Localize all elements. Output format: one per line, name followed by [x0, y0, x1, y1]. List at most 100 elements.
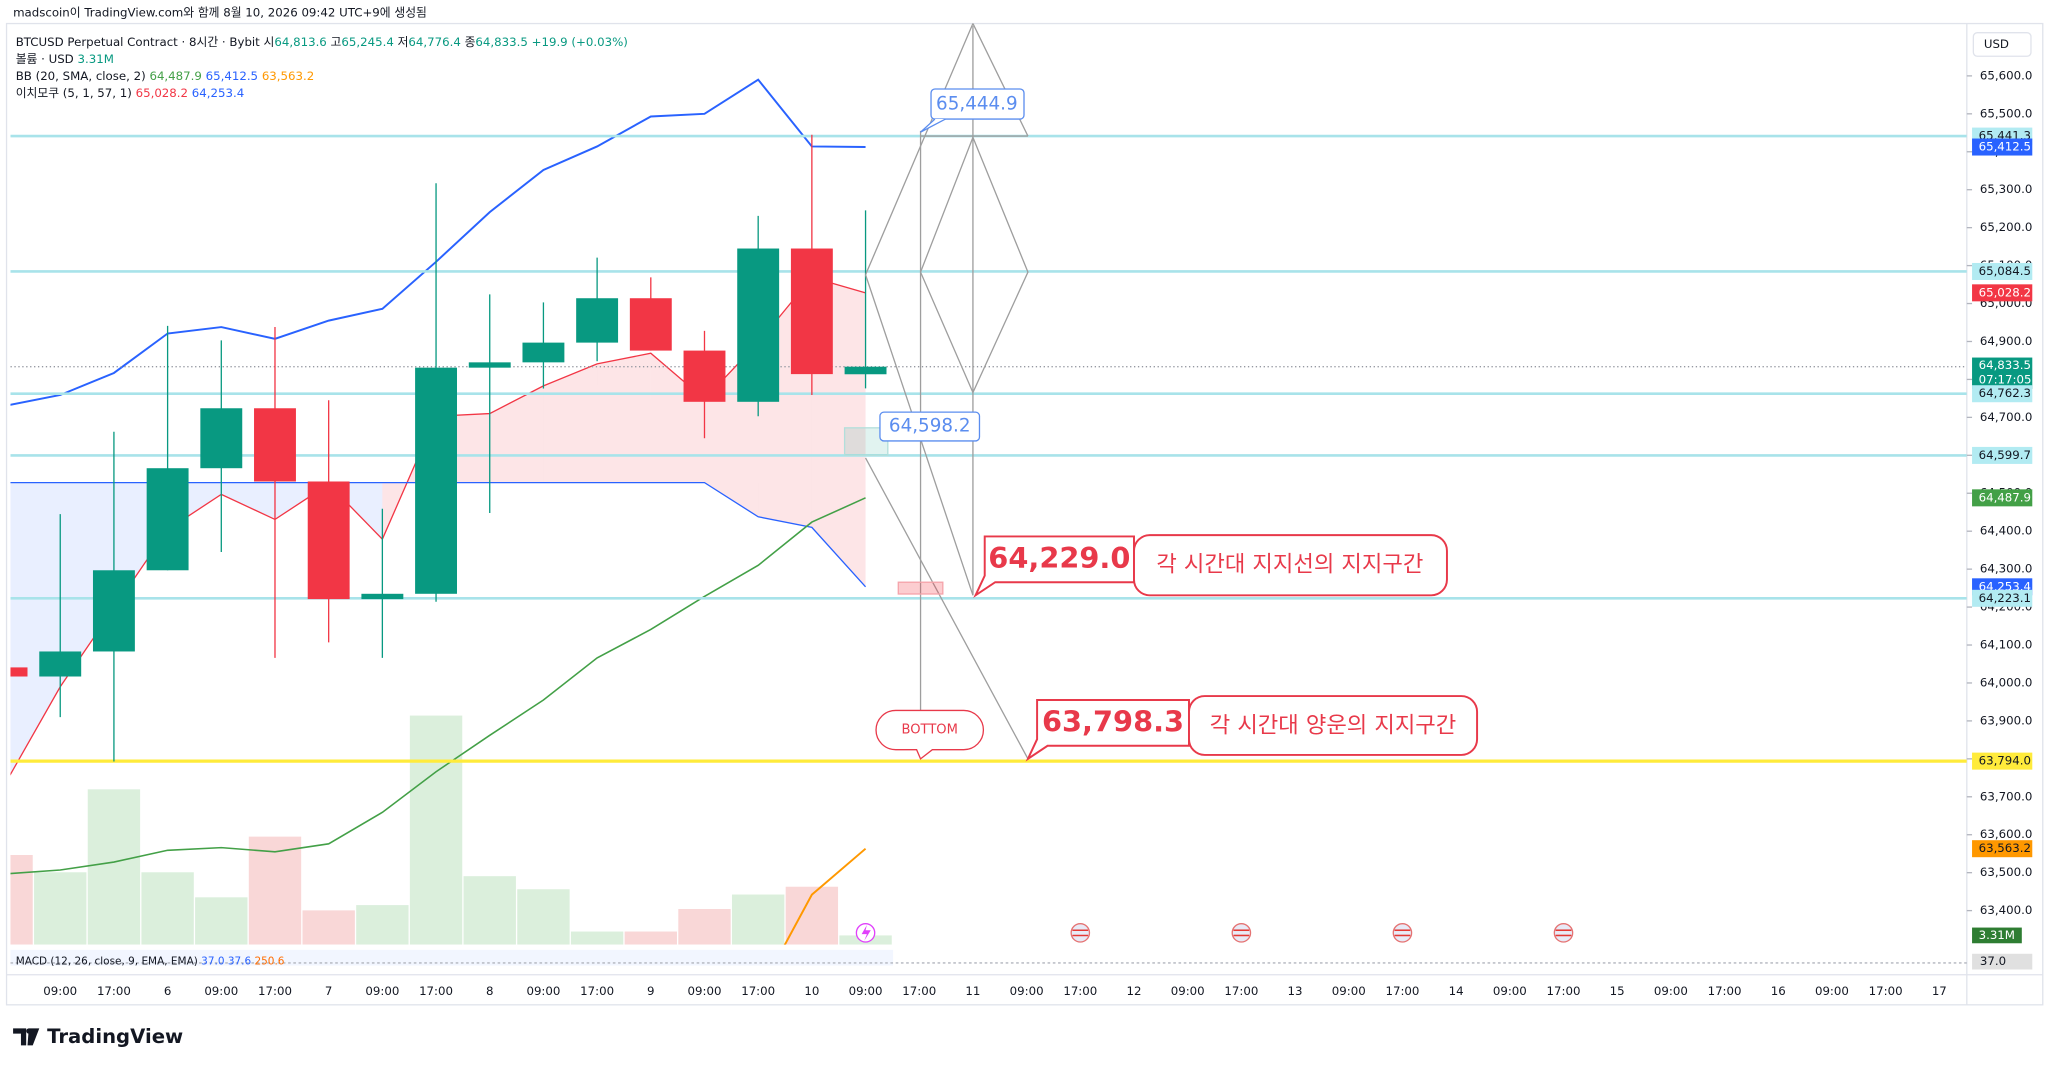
- cloud-segment: [489, 385, 544, 483]
- event-icons: [855, 923, 1574, 943]
- y-tick-label: 64,400.0: [1980, 524, 2032, 538]
- candles: [10, 134, 887, 762]
- price-lines: [10, 134, 1967, 763]
- y-tick-label: 63,500.0: [1980, 865, 2032, 879]
- volume-tag: [1972, 927, 2022, 944]
- cloud-segment: [221, 482, 275, 520]
- price-tag-label: 64,487.9: [1979, 490, 2031, 504]
- x-tick-label: 17:00: [1547, 984, 1581, 998]
- x-tick-label: 10: [804, 984, 819, 998]
- x-tick-label: 09:00: [1332, 984, 1366, 998]
- logo: TradingView: [13, 1025, 183, 1048]
- x-tick-label: 7: [325, 984, 333, 998]
- price-tag: [1972, 752, 2033, 770]
- ichimoku-value: 65,028.2: [136, 85, 188, 99]
- ohlc-key: 저: [398, 34, 409, 48]
- volume-bar: [248, 836, 302, 945]
- callout-text: 각 시간대 지지선의 지지구간: [1156, 552, 1423, 578]
- candle-body: [629, 298, 672, 351]
- y-tick-label: 63,900.0: [1980, 713, 2032, 727]
- x-tick-label: 09:00: [43, 984, 77, 998]
- x-tick-label: 09:00: [688, 984, 722, 998]
- volume-bar: [463, 876, 516, 945]
- x-tick-label: 17:00: [580, 984, 614, 998]
- x-tick-label: 15: [1610, 984, 1625, 998]
- cloud-segment: [60, 482, 114, 687]
- volume-bar: [87, 789, 141, 945]
- price-tag-label: 65,412.5: [1979, 140, 2031, 154]
- x-tick-label: 6: [164, 984, 172, 998]
- x-tick-label: 11: [965, 984, 980, 998]
- callout: 64,229.0 각 시간대 지지선의 지지구간: [973, 534, 1448, 599]
- credit: madscoin이 TradingView.com와 함께 8월 10, 202…: [13, 6, 427, 20]
- ichimoku-title: 이치모쿠 (5, 1, 57, 1): [16, 85, 132, 99]
- x-tick-label: 17:00: [1708, 984, 1742, 998]
- x-tick-label: 13: [1288, 984, 1303, 998]
- callout-text: 각 시간대 양운의 지지구간: [1210, 713, 1456, 739]
- symbol: BTCUSD Perpetual Contract · 8시간 · Bybit: [16, 34, 260, 48]
- macd-pane: [10, 949, 894, 966]
- price-tag-label: 64,762.3: [1979, 386, 2031, 400]
- y-tick-label: 63,600.0: [1980, 827, 2032, 841]
- volume-bar: [570, 931, 624, 945]
- x-tick-label: 09:00: [1171, 984, 1205, 998]
- cloud-segment: [10, 482, 61, 775]
- volume-bar: [34, 872, 87, 945]
- projection-drawing: [864, 23, 1029, 760]
- y-tick-label: 64,100.0: [1980, 638, 2032, 652]
- callout: BOTTOM: [875, 709, 984, 760]
- legend-volume: 볼륨 · USD 3.31M: [16, 51, 114, 65]
- price-tag: [1972, 446, 2033, 464]
- price-tag-countdown: 07:17:05: [1979, 372, 2032, 386]
- volume-bar: [10, 855, 33, 945]
- volume-value: 3.31M: [78, 51, 114, 65]
- ohlc-value: 65,245.4: [341, 34, 393, 48]
- x-tick-label: 17: [1932, 984, 1947, 998]
- volume-bar: [141, 872, 194, 945]
- x-tick-label: 14: [1449, 984, 1464, 998]
- price-tags: 65,441.365,412.565,084.565,028.264,833.5…: [1972, 127, 2033, 944]
- candle-body: [576, 298, 619, 343]
- x-tick-label: 17:00: [1063, 984, 1097, 998]
- candle-body: [415, 367, 458, 594]
- cloud-segment: [650, 353, 705, 483]
- price-tag: [1972, 489, 2033, 507]
- indicator-line: [783, 847, 867, 945]
- candle-body: [146, 468, 189, 571]
- x-tick-label: 17:00: [419, 984, 453, 998]
- volume-tag-label: 3.31M: [1979, 928, 2015, 942]
- change: +19.9 (+0.03%): [532, 34, 628, 48]
- x-tick-label: 9: [647, 984, 655, 998]
- legend-bb: BB (20, SMA, close, 2) 64,487.9 65,412.5…: [16, 68, 315, 82]
- macd-reading: 250.6: [254, 956, 284, 968]
- x-tick-label: 09:00: [1010, 984, 1044, 998]
- x-tick-label: 17:00: [1385, 984, 1419, 998]
- candle-body: [737, 248, 780, 402]
- cloud-segment: [543, 363, 598, 483]
- price-tag: [1972, 138, 2033, 156]
- bb-value: 63,563.2: [262, 68, 314, 82]
- y-tick-label: 64,000.0: [1980, 675, 2032, 689]
- x-tick-label: 17:00: [1224, 984, 1258, 998]
- y-tick-label: 65,300.0: [1980, 182, 2032, 196]
- callout-text: 63,798.3: [1042, 705, 1184, 739]
- callout-text: 64,229.0: [988, 541, 1130, 575]
- x-tick-label: 12: [1126, 984, 1141, 998]
- price-tag: [1972, 840, 2033, 858]
- y-tick-label: 64,900.0: [1980, 334, 2032, 348]
- y-tick-label: 65,600.0: [1980, 68, 2032, 82]
- y-tick-label: 63,400.0: [1980, 903, 2032, 917]
- chart-frame: [5, 22, 2044, 1006]
- x-tick-label: 09:00: [526, 984, 560, 998]
- ohlc-value: 64,813.6: [274, 34, 326, 48]
- price-tag-label: 65,028.2: [1979, 285, 2031, 299]
- price-tag: [1972, 284, 2033, 302]
- callout-text: BOTTOM: [902, 723, 958, 738]
- macd-tag-label: 37.0: [1980, 954, 2006, 968]
- candle-body: [92, 570, 135, 652]
- x-tick-label: 09:00: [204, 984, 238, 998]
- volume-bar: [195, 897, 248, 945]
- x-tick-label: 17:00: [1869, 984, 1903, 998]
- x-tick-label: 09:00: [1815, 984, 1849, 998]
